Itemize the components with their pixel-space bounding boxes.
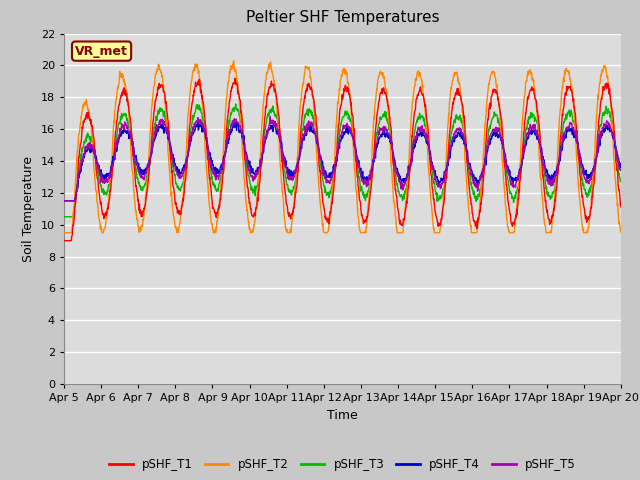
pSHF_T2 <box>246 230 254 236</box>
pSHF_T3 <box>617 178 625 184</box>
pSHF_T1 <box>617 204 625 210</box>
pSHF_T4 <box>617 165 625 170</box>
pSHF_T2 <box>184 114 191 120</box>
pSHF_T5 <box>60 198 68 204</box>
Legend: pSHF_T1, pSHF_T2, pSHF_T3, pSHF_T4, pSHF_T5: pSHF_T1, pSHF_T2, pSHF_T3, pSHF_T4, pSHF… <box>104 454 580 476</box>
pSHF_T1 <box>170 191 178 197</box>
pSHF_T4 <box>551 168 559 174</box>
pSHF_T4 <box>170 161 178 167</box>
Line: pSHF_T3: pSHF_T3 <box>64 104 621 217</box>
Text: VR_met: VR_met <box>75 45 128 58</box>
pSHF_T2 <box>617 229 625 235</box>
pSHF_T2 <box>230 58 237 64</box>
pSHF_T5 <box>170 161 178 167</box>
Line: pSHF_T4: pSHF_T4 <box>64 121 621 201</box>
pSHF_T3 <box>170 171 178 177</box>
pSHF_T2 <box>60 230 68 236</box>
pSHF_T1 <box>246 206 254 212</box>
pSHF_T5 <box>246 169 254 175</box>
pSHF_T1 <box>184 150 191 156</box>
Line: pSHF_T2: pSHF_T2 <box>64 61 621 233</box>
pSHF_T3 <box>232 101 239 107</box>
pSHF_T1 <box>551 197 559 203</box>
pSHF_T2 <box>502 204 509 209</box>
pSHF_T4 <box>194 119 202 124</box>
pSHF_T3 <box>429 175 437 181</box>
Line: pSHF_T1: pSHF_T1 <box>64 78 621 240</box>
pSHF_T2 <box>170 218 178 224</box>
pSHF_T4 <box>429 164 437 169</box>
pSHF_T4 <box>184 152 191 158</box>
X-axis label: Time: Time <box>327 408 358 421</box>
pSHF_T5 <box>266 114 274 120</box>
pSHF_T4 <box>502 156 509 162</box>
pSHF_T3 <box>246 181 254 187</box>
pSHF_T2 <box>551 190 559 196</box>
pSHF_T1 <box>502 175 509 180</box>
pSHF_T4 <box>60 198 68 204</box>
pSHF_T5 <box>429 163 437 168</box>
pSHF_T1 <box>231 75 239 81</box>
Y-axis label: Soil Temperature: Soil Temperature <box>22 156 35 262</box>
pSHF_T3 <box>551 183 559 189</box>
pSHF_T5 <box>551 173 559 179</box>
Line: pSHF_T5: pSHF_T5 <box>64 117 621 201</box>
pSHF_T3 <box>502 163 509 168</box>
pSHF_T1 <box>60 238 68 243</box>
pSHF_T1 <box>429 192 437 198</box>
pSHF_T5 <box>617 167 625 173</box>
pSHF_T5 <box>502 159 509 165</box>
pSHF_T3 <box>60 214 68 220</box>
pSHF_T4 <box>246 170 254 176</box>
Title: Peltier SHF Temperatures: Peltier SHF Temperatures <box>246 11 439 25</box>
pSHF_T3 <box>184 154 191 160</box>
pSHF_T5 <box>184 154 191 159</box>
pSHF_T2 <box>429 221 437 227</box>
